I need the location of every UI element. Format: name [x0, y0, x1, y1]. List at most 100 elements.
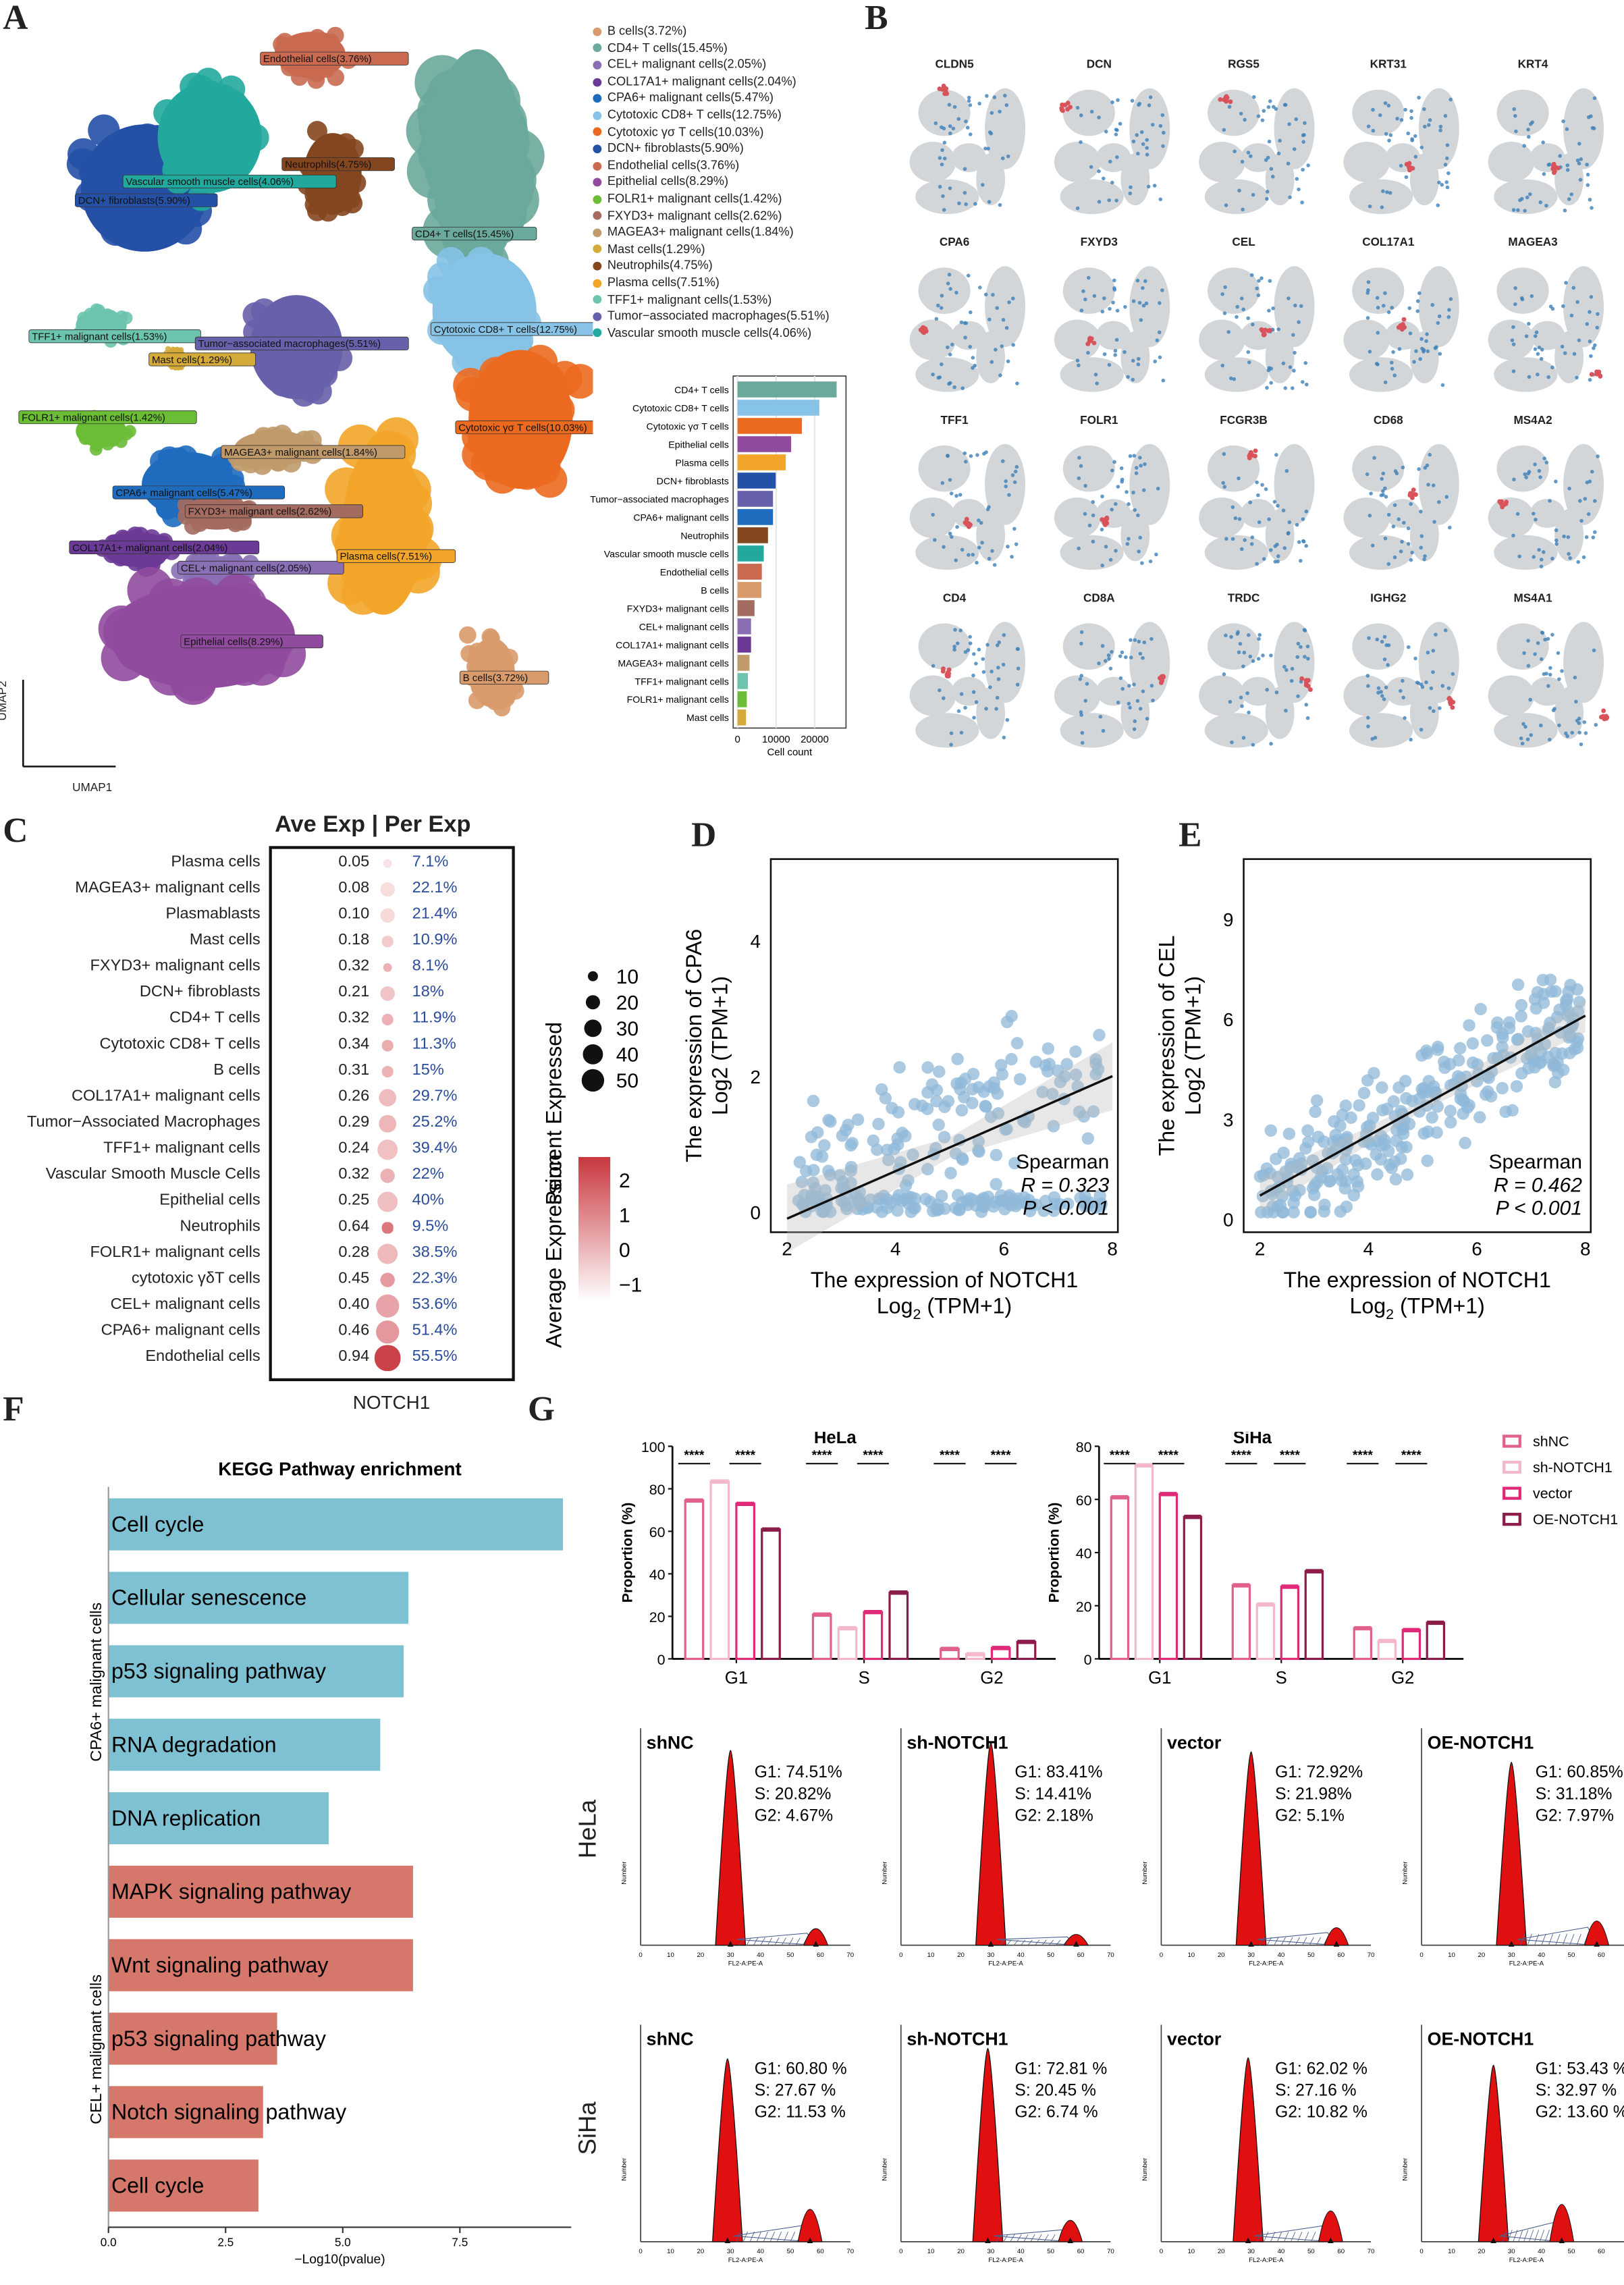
feature-blob: [1554, 509, 1584, 562]
ave-exp-value: 0.29: [338, 1113, 370, 1131]
umap-cluster-label: Vascular smooth muscle cells(4.06%): [126, 176, 294, 188]
expr-dot: [1592, 346, 1596, 350]
size-legend-dot: [585, 995, 600, 1010]
flow-cytometry-histograms: HeLa 0 10 20 30 40 50 60 70 FL2-A:PE-A Number shNC G…: [571, 1714, 1624, 2268]
scatter-point: [1253, 1170, 1267, 1183]
percent-exp-value: 25.2%: [412, 1113, 458, 1131]
expr-dot: [946, 454, 950, 458]
high-expr-dot: [1589, 372, 1594, 377]
expr-dot: [1256, 493, 1260, 498]
expr-dot: [1268, 99, 1272, 103]
expr-dot: [1138, 707, 1143, 711]
feature-blob: [1060, 713, 1124, 748]
legend-item: Plasma cells(7.51%): [593, 275, 829, 292]
expr-dot: [1120, 650, 1125, 655]
expr-dot: [1397, 347, 1402, 351]
umap-cluster-label: B cells(3.72%): [463, 672, 529, 684]
bar: [737, 545, 764, 562]
s-stat: S: 14.41%: [1014, 1785, 1091, 1803]
pathway-label: Cell cycle: [111, 1512, 204, 1536]
expr-dot: [1432, 520, 1436, 524]
expr-dot: [1592, 126, 1596, 130]
feature-blob: [1496, 623, 1549, 670]
high-expr-dot: [1087, 339, 1092, 344]
cell-type-label: MAGEA3+ malignant cells: [75, 879, 261, 897]
expr-dot: [1386, 512, 1391, 517]
feature-blob: [1204, 535, 1268, 570]
y-axis-label: Number: [1402, 2157, 1409, 2181]
bar: [737, 527, 768, 543]
legend-item: Neutrophils(4.75%): [593, 258, 829, 275]
expr-dot: [1372, 456, 1376, 460]
expr-dot: [1248, 500, 1253, 504]
expr-dot: [1533, 462, 1537, 466]
legend-swatch: [1503, 1460, 1521, 1474]
high-expr-dot: [1253, 454, 1257, 459]
expr-dot: [1376, 691, 1380, 695]
expr-dot: [1577, 721, 1581, 726]
expr-dot: [1287, 520, 1292, 525]
percent-exp-value: 53.6%: [412, 1295, 458, 1314]
expr-dot: [985, 94, 989, 98]
scatter-point: [1310, 1094, 1324, 1107]
scatter-point: [888, 1142, 900, 1156]
expr-dot: [1586, 172, 1590, 177]
expr-dot: [1288, 365, 1293, 369]
umap-cluster-1: [431, 49, 524, 269]
expr-dot: [978, 286, 982, 290]
expr-dot: [1304, 543, 1308, 548]
expression-dot: [381, 1013, 394, 1025]
expression-dot: [377, 1191, 398, 1212]
umap-point: [165, 346, 171, 352]
expr-dot: [1255, 286, 1259, 291]
expr-dot: [1097, 200, 1102, 204]
s-phase-hatch: [1288, 1937, 1293, 1945]
expr-dot: [1249, 154, 1253, 159]
expr-dot: [1243, 538, 1247, 542]
expr-dot: [1284, 708, 1288, 713]
scatter-point: [1093, 1189, 1106, 1202]
cell-type-label: cytotoxic γδT cells: [131, 1270, 261, 1287]
expr-dot: [1112, 278, 1116, 283]
x-axis-label: FL2-A:PE-A: [988, 2257, 1023, 2264]
expr-dot: [1151, 698, 1155, 703]
bar-category-label: Tumor−associated macrophages: [590, 493, 729, 504]
feature-blob: [985, 88, 1026, 169]
feature-gene-title: FCGR3B: [1220, 413, 1268, 427]
legend-item: Tumor−associated macrophages(5.51%): [593, 308, 830, 325]
expr-dot: [1134, 466, 1139, 470]
expr-dot: [1269, 167, 1274, 171]
expr-dot: [1079, 308, 1084, 313]
bar: [737, 618, 751, 635]
size-legend-dot: [581, 1069, 605, 1092]
cell-type-label: Tumor−Associated Macrophages: [27, 1113, 261, 1131]
expr-dot: [1114, 549, 1118, 553]
expr-dot: [1304, 703, 1309, 707]
significance-stars: ****: [1158, 1449, 1179, 1463]
expr-dot: [1138, 535, 1143, 540]
cell-type-label: Mast cells: [189, 931, 261, 949]
ave-exp-value: 0.25: [338, 1191, 370, 1210]
expr-dot: [956, 117, 961, 121]
pathway-bar: [108, 1939, 413, 1991]
g2-peak: [1318, 2210, 1343, 2242]
expr-dot: [1402, 520, 1406, 525]
expr-dot: [942, 157, 947, 161]
percent-exp-value: 9.5%: [412, 1217, 449, 1235]
x-axis-label: FL2-A:PE-A: [728, 1960, 763, 1968]
expr-dot: [1588, 198, 1592, 202]
expr-dot: [940, 294, 944, 298]
expr-dot: [1276, 327, 1281, 331]
g2-marker: [1333, 1941, 1340, 1947]
expr-dot: [1233, 149, 1237, 154]
category-label: G2: [1391, 1669, 1414, 1688]
s-phase-hatch: [1527, 1933, 1532, 1945]
s-stat: S: 32.97 %: [1536, 2081, 1617, 2099]
expr-dot: [1446, 686, 1451, 691]
expr-dot: [1382, 697, 1386, 701]
scatter-point: [807, 1164, 820, 1177]
expr-dot: [1526, 471, 1530, 476]
expr-dot: [1000, 459, 1005, 463]
panel-title: HeLa: [814, 1432, 857, 1447]
